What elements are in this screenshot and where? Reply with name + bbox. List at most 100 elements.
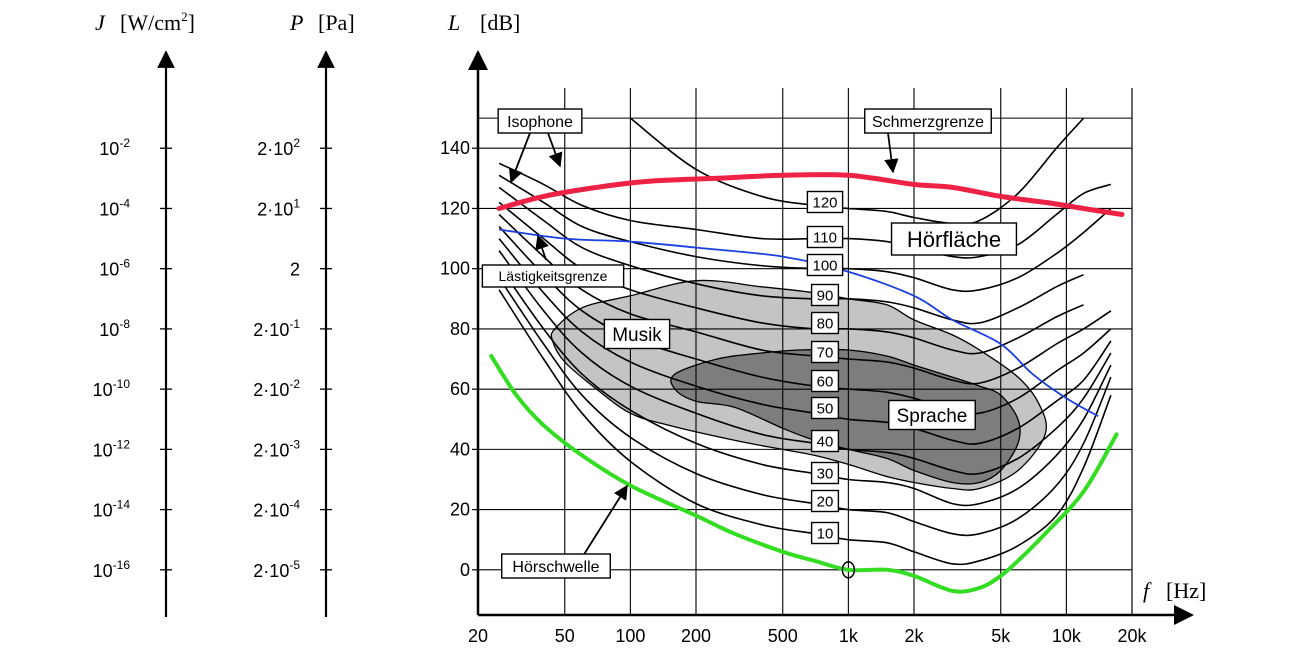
isophone-40 [498,250,1112,476]
f-tick-label: 20k [1117,626,1147,646]
isophone-30 [498,265,1112,507]
l-tick-label: 140 [440,138,470,158]
reference-point-1khz [841,561,856,579]
p-tick-label: 2·10-3 [253,437,300,460]
isophone-label: Isophone [497,108,583,134]
phon-label-90-box [810,283,840,307]
phon-label-70-text: 70 [817,344,834,361]
annoyance-arrow [535,234,549,261]
phon-label-20: 20 [810,489,840,513]
phon-label-80-box [810,311,840,335]
music-label-box [603,318,671,350]
l-tick-label: 40 [450,439,470,459]
phon-label-120-text: 120 [812,194,837,211]
isophone-70 [498,213,1112,385]
l-tick-label: 120 [440,198,470,218]
isophone-120 [629,117,1085,225]
hearing-threshold-label-box [501,553,611,579]
f-tick-label: 100 [615,626,645,646]
isophone-50 [498,238,1112,445]
j-tick-label: 10-12 [93,437,131,460]
phon-label-60-box [810,369,840,393]
labels-layer: 10 20 30 40 50 60 70 80 90 100 110 120 Isophone Schme… [481,108,1018,579]
f-tick-label: 200 [681,626,711,646]
j-tick-label: 10-10 [93,377,131,400]
phon-label-90: 90 [810,283,840,307]
isophone-110 [498,162,1112,259]
j-tick-label: 10-14 [93,498,131,521]
f-axis-var: f [1143,578,1152,603]
p-tick-label: 2·10-1 [253,317,300,340]
phon-label-30: 30 [810,461,840,485]
phon-label-110-box [806,225,844,249]
pain-threshold-label-box [864,108,992,134]
j-tick-label: 10-8 [99,317,130,340]
phon-label-50: 50 [810,396,840,420]
annoyance-limit-label-text: Lästigkeitsgrenze [499,268,608,284]
f-axis-unit: [Hz] [1166,578,1206,603]
phon-label-60-text: 60 [817,373,834,390]
phon-label-50-box [810,396,840,420]
l-tick-label: 100 [440,259,470,279]
speech-label-text: Sprache [897,406,968,427]
pain-threshold-label-text: Schmerzgrenze [872,114,984,131]
phon-label-80: 80 [810,311,840,335]
f-tick-label: 5k [991,626,1011,646]
phon-label-40-text: 40 [817,433,834,450]
annoyance-limit-label: Lästigkeitsgrenze [481,264,625,288]
music-label: Musik [603,318,671,350]
annoyance-limit-label-box [481,264,625,288]
phon-label-100-box [806,253,844,277]
p-tick-label: 2·10-5 [253,558,300,581]
isophone-90 [498,186,1084,325]
l-tick-label: 20 [450,500,470,520]
phon-label-100-text: 100 [812,257,837,274]
speech-area [670,348,1021,485]
p-tick-label: 2 [290,260,300,280]
phon-label-80-text: 80 [817,315,834,332]
special-curves-layer [489,172,1125,594]
phon-label-10-text: 10 [817,525,834,542]
hearing-threshold-label: Hörschwelle [501,553,611,579]
f-tick-label: 20 [468,626,488,646]
isophone-arrow-2 [547,132,563,168]
p-tick-label: 2·10-2 [253,377,300,400]
phon-label-110: 110 [806,225,844,249]
music-label-text: Musik [612,325,662,346]
phon-label-30-box [810,461,840,485]
j-tick-label: 10-6 [99,257,130,280]
phon-label-120-box [806,190,844,214]
phon-label-10: 10 [810,521,840,545]
isophones-layer [498,117,1112,566]
p-tick-label: 2·102 [257,136,300,159]
l-axis-var: L [447,10,460,35]
phon-label-10-box [810,521,840,545]
phon-label-120: 120 [806,190,844,214]
speech-label: Sprache [888,399,976,431]
phon-label-40-box [810,429,840,453]
j-tick-label: 10-2 [99,136,130,159]
isophone-label-text: Isophone [507,114,573,131]
audible-area-label-text: Hörfläche [907,227,1001,252]
phon-label-100: 100 [806,253,844,277]
j-axis-unit: [W/cm2] [120,9,195,35]
j-tick-label: 10-16 [93,558,131,581]
pain-threshold-label: Schmerzgrenze [864,108,992,134]
axes-layer: 0 20 40 60 80 100 120 140 20 50 100 200 500 1k 2k 5k 10k… [93,9,1207,646]
p-axis-var: P [289,10,303,35]
f-tick-label: 500 [768,626,798,646]
isophone-20 [498,277,1112,537]
phon-label-60: 60 [810,369,840,393]
threshold-arrow [582,484,628,557]
p-tick-label: 2·10-4 [253,498,300,521]
isophone-60 [498,225,1112,415]
phon-label-20-text: 20 [817,493,834,510]
areas-layer [550,279,1048,491]
phon-label-40: 40 [810,429,840,453]
pain-threshold-line [496,172,1125,217]
isophone-label-box [497,108,583,134]
f-tick-label: 50 [555,626,575,646]
l-tick-label: 60 [450,379,470,399]
phon-label-20-box [810,489,840,513]
